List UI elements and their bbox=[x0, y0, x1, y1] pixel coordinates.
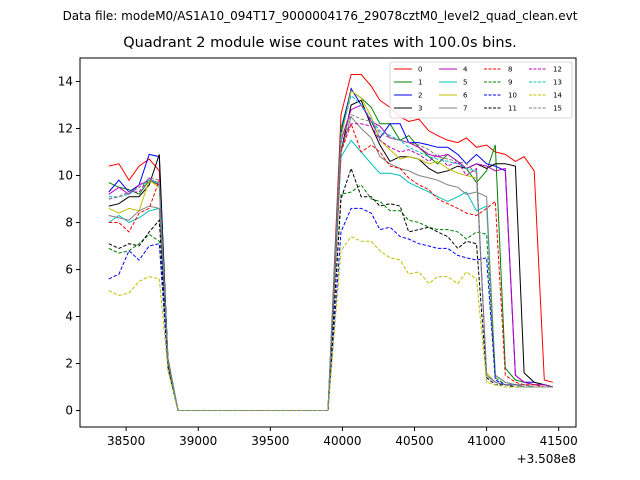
legend-box bbox=[389, 61, 573, 119]
x-tick-label: 41500 bbox=[540, 434, 578, 448]
y-tick-label: 6 bbox=[65, 263, 73, 277]
y-tick-label: 2 bbox=[65, 357, 73, 371]
y-tick-label: 14 bbox=[58, 75, 73, 89]
x-tick-label: 40000 bbox=[323, 434, 361, 448]
x-tick-label: 40500 bbox=[395, 434, 433, 448]
y-tick-label: 10 bbox=[58, 169, 73, 183]
legend-label-14: 14 bbox=[553, 92, 562, 100]
legend-label-0: 0 bbox=[418, 66, 422, 74]
figure-suptitle: Data file: modeM0/AS1A10_094T17_90000041… bbox=[62, 9, 578, 23]
series-line-15 bbox=[108, 113, 553, 411]
legend-label-5: 5 bbox=[463, 79, 467, 87]
x-tick-label: 39500 bbox=[251, 434, 289, 448]
y-tick-label: 0 bbox=[65, 404, 73, 418]
y-tick-label: 8 bbox=[65, 216, 73, 230]
legend-label-4: 4 bbox=[463, 66, 468, 74]
chart-title: Quadrant 2 module wise count rates with … bbox=[123, 35, 517, 51]
legend-label-12: 12 bbox=[553, 66, 562, 74]
legend-label-10: 10 bbox=[508, 92, 517, 100]
plot-frame bbox=[79, 57, 577, 428]
legend-label-2: 2 bbox=[418, 92, 422, 100]
ticks-layer: 38500 39000 39500 40000 40500 41000 41500 0 2 4 6 8… bbox=[58, 75, 578, 448]
legend-label-3: 3 bbox=[418, 105, 422, 113]
legend-label-8: 8 bbox=[508, 66, 512, 74]
x-tick-label: 39000 bbox=[179, 434, 217, 448]
x-tick-label: 38500 bbox=[107, 434, 145, 448]
series-layer bbox=[108, 74, 554, 411]
legend-label-13: 13 bbox=[553, 79, 562, 87]
legend-label-7: 7 bbox=[463, 105, 467, 113]
y-tick-label: 4 bbox=[65, 310, 73, 324]
series-line-14 bbox=[108, 235, 553, 411]
legend-label-9: 9 bbox=[508, 79, 512, 87]
x-tick-label: 41000 bbox=[468, 434, 506, 448]
y-tick-label: 12 bbox=[58, 122, 73, 136]
legend-label-11: 11 bbox=[508, 105, 517, 113]
legend-label-6: 6 bbox=[463, 92, 468, 100]
series-line-12 bbox=[108, 123, 553, 411]
legend-label-15: 15 bbox=[553, 105, 562, 113]
x-offset-label: +3.508e8 bbox=[516, 452, 576, 466]
legend-label-1: 1 bbox=[418, 79, 422, 87]
